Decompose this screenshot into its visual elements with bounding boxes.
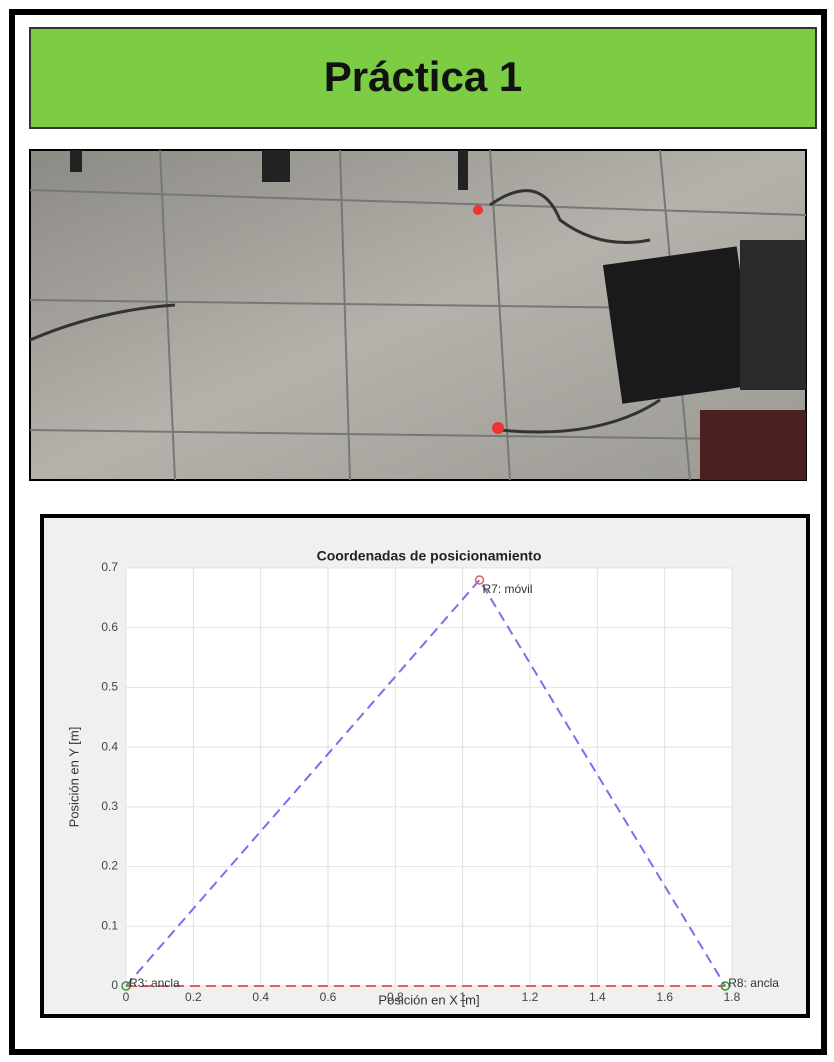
point-label: R7: móvil <box>483 582 533 596</box>
x-tick-label: 1 <box>459 990 466 1004</box>
point-label: R8: ancla <box>728 976 779 990</box>
x-tick-label: 0.2 <box>185 990 202 1004</box>
x-tick-label: 1.2 <box>522 990 539 1004</box>
y-tick-label: 0.5 <box>101 680 118 694</box>
chart-title: Coordenadas de posicionamiento <box>317 548 542 564</box>
page: Práctica 1 Coordenadas de posicionamient… <box>0 0 834 1062</box>
y-tick-label: 0.6 <box>101 620 118 634</box>
y-tick-label: 0.3 <box>101 799 118 813</box>
x-tick-label: 0 <box>123 990 130 1004</box>
header-title: Práctica 1 <box>324 53 522 100</box>
x-tick-label: 1.8 <box>724 990 741 1004</box>
x-tick-label: 0.8 <box>387 990 404 1004</box>
slide: Práctica 1 Coordenadas de posicionamient… <box>0 0 834 1062</box>
y-tick-label: 0.7 <box>101 560 118 574</box>
y-tick-label: 0.1 <box>101 918 118 932</box>
y-tick-label: 0.4 <box>101 739 118 753</box>
x-tick-label: 0.4 <box>252 990 269 1004</box>
point-label: R3: ancla <box>129 976 180 990</box>
y-tick-label: 0.2 <box>101 859 118 873</box>
x-tick-label: 0.6 <box>320 990 337 1004</box>
photo <box>30 150 806 480</box>
x-tick-label: 1.4 <box>589 990 606 1004</box>
y-tick-label: 0 <box>111 978 118 992</box>
x-tick-label: 1.6 <box>656 990 673 1004</box>
plot-area <box>126 568 732 986</box>
y-axis-label: Posición en Y [m] <box>66 727 81 828</box>
